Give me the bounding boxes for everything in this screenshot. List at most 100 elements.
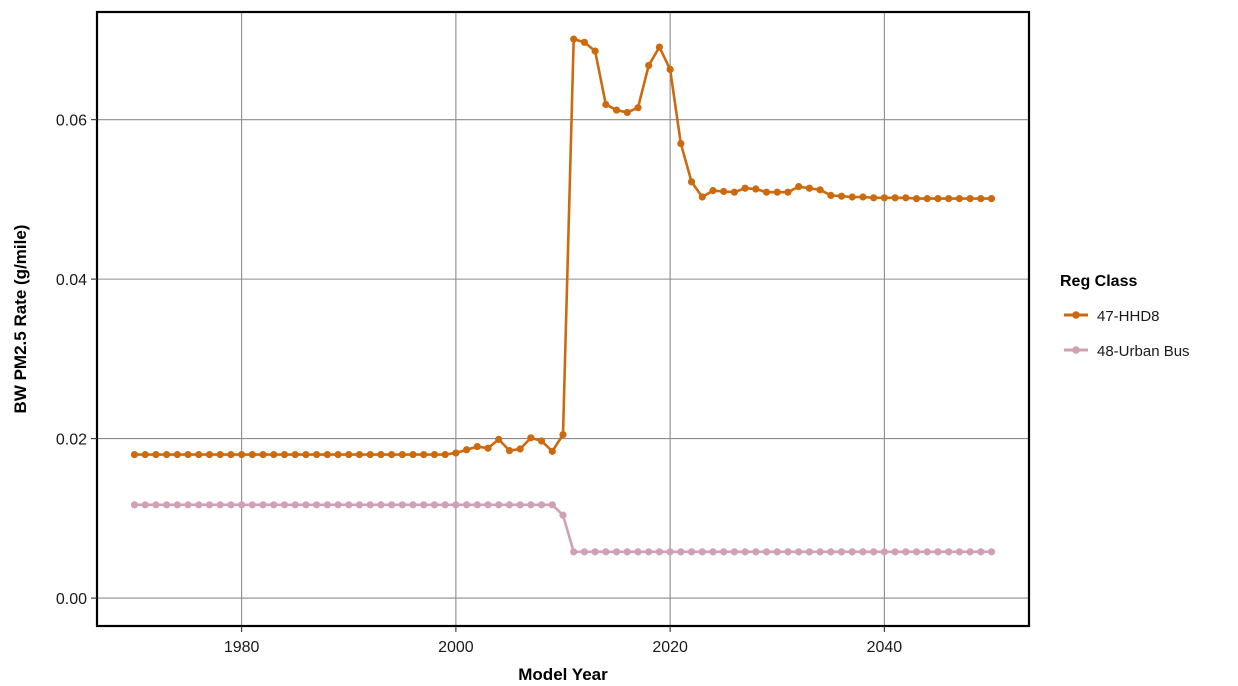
data-point-48-urban-bus xyxy=(152,501,160,509)
data-point-48-urban-bus xyxy=(752,548,760,556)
data-point-47-hhd8 xyxy=(837,192,846,200)
data-point-48-urban-bus xyxy=(923,548,931,556)
data-point-48-urban-bus xyxy=(505,501,514,509)
data-point-47-hhd8 xyxy=(205,450,214,459)
data-point-47-hhd8 xyxy=(270,450,278,459)
data-point-48-urban-bus xyxy=(880,548,888,556)
data-point-47-hhd8 xyxy=(784,188,792,196)
y-tick-label: 0.02 xyxy=(56,432,87,449)
data-point-47-hhd8 xyxy=(634,104,642,112)
data-point-47-hhd8 xyxy=(923,194,931,203)
data-point-47-hhd8 xyxy=(505,446,514,455)
data-point-47-hhd8 xyxy=(302,450,310,459)
data-point-47-hhd8 xyxy=(955,194,963,203)
data-point-47-hhd8 xyxy=(130,450,139,459)
data-point-47-hhd8 xyxy=(377,450,385,459)
data-point-47-hhd8 xyxy=(859,193,867,201)
data-point-47-hhd8 xyxy=(537,437,546,445)
data-point-47-hhd8 xyxy=(313,450,321,459)
data-point-48-urban-bus xyxy=(205,501,214,509)
data-point-48-urban-bus xyxy=(313,501,321,509)
data-point-47-hhd8 xyxy=(891,194,899,202)
data-point-48-urban-bus xyxy=(248,501,256,509)
series-47-hhd8 xyxy=(130,35,996,459)
data-point-47-hhd8 xyxy=(870,194,878,202)
legend-key-48-urban-bus-point xyxy=(1072,346,1080,354)
plot-border xyxy=(95,10,1031,628)
data-point-48-urban-bus xyxy=(302,501,310,509)
y-tick-label: 0.00 xyxy=(56,591,87,608)
data-point-47-hhd8 xyxy=(762,188,771,196)
data-point-48-urban-bus xyxy=(334,501,342,509)
data-point-47-hhd8 xyxy=(655,43,664,51)
data-point-47-hhd8 xyxy=(645,61,653,70)
data-point-48-urban-bus xyxy=(441,501,449,509)
data-point-47-hhd8 xyxy=(355,450,364,459)
data-point-48-urban-bus xyxy=(891,548,899,556)
data-point-48-urban-bus xyxy=(827,548,835,556)
data-point-47-hhd8 xyxy=(848,193,856,201)
data-point-47-hhd8 xyxy=(334,450,342,459)
data-point-47-hhd8 xyxy=(730,188,739,196)
data-point-47-hhd8 xyxy=(484,444,492,452)
data-point-47-hhd8 xyxy=(559,431,567,439)
data-point-48-urban-bus xyxy=(473,501,481,509)
data-point-48-urban-bus xyxy=(484,501,492,509)
data-point-48-urban-bus xyxy=(570,548,578,556)
data-point-48-urban-bus xyxy=(912,548,921,556)
data-point-47-hhd8 xyxy=(687,178,696,186)
data-point-47-hhd8 xyxy=(398,450,406,459)
data-point-48-urban-bus xyxy=(655,548,664,556)
data-point-48-urban-bus xyxy=(173,501,181,509)
data-point-47-hhd8 xyxy=(195,450,203,459)
data-point-47-hhd8 xyxy=(934,194,942,203)
data-point-48-urban-bus xyxy=(677,548,685,556)
data-point-47-hhd8 xyxy=(388,450,396,459)
data-point-47-hhd8 xyxy=(141,450,149,459)
data-point-48-urban-bus xyxy=(805,548,813,556)
data-point-47-hhd8 xyxy=(163,450,171,459)
x-tick-label: 2040 xyxy=(867,639,903,656)
y-axis-title: BW PM2.5 Rate (g/mile) xyxy=(11,225,30,414)
legend-label-48-urban-bus: 48-Urban Bus xyxy=(1097,343,1190,360)
data-point-47-hhd8 xyxy=(238,450,246,459)
data-point-47-hhd8 xyxy=(516,445,524,453)
data-point-48-urban-bus xyxy=(816,548,824,556)
data-point-48-urban-bus xyxy=(548,501,556,509)
x-tick-label: 1980 xyxy=(224,639,260,656)
data-point-48-urban-bus xyxy=(859,548,867,556)
data-point-48-urban-bus xyxy=(495,501,503,509)
data-point-47-hhd8 xyxy=(977,194,985,203)
data-point-47-hhd8 xyxy=(152,450,160,459)
data-point-48-urban-bus xyxy=(345,501,353,509)
data-point-47-hhd8 xyxy=(912,194,921,203)
data-point-48-urban-bus xyxy=(355,501,364,509)
x-tick-label: 2000 xyxy=(438,639,474,656)
data-point-48-urban-bus xyxy=(623,548,631,556)
data-point-48-urban-bus xyxy=(184,501,192,509)
data-point-47-hhd8 xyxy=(805,184,813,192)
data-point-48-urban-bus xyxy=(259,501,267,509)
data-point-47-hhd8 xyxy=(280,450,289,459)
data-point-47-hhd8 xyxy=(291,450,299,459)
data-point-48-urban-bus xyxy=(462,501,471,509)
data-point-48-urban-bus xyxy=(323,501,331,509)
data-point-48-urban-bus xyxy=(730,548,739,556)
data-point-47-hhd8 xyxy=(323,450,331,459)
plot-panel xyxy=(97,12,1029,626)
data-point-48-urban-bus xyxy=(977,548,985,556)
data-point-48-urban-bus xyxy=(666,548,674,556)
data-point-47-hhd8 xyxy=(366,450,374,459)
data-point-47-hhd8 xyxy=(345,450,353,459)
data-point-47-hhd8 xyxy=(420,450,428,459)
y-tick-label: 0.04 xyxy=(56,272,87,289)
data-point-48-urban-bus xyxy=(945,548,953,556)
data-point-48-urban-bus xyxy=(934,548,942,556)
data-point-47-hhd8 xyxy=(827,191,835,199)
data-point-48-urban-bus xyxy=(130,501,139,509)
data-point-47-hhd8 xyxy=(430,450,439,459)
y-tick-label: 0.06 xyxy=(56,113,87,130)
data-point-47-hhd8 xyxy=(409,450,417,459)
data-point-48-urban-bus xyxy=(987,548,996,556)
data-point-47-hhd8 xyxy=(795,183,803,191)
